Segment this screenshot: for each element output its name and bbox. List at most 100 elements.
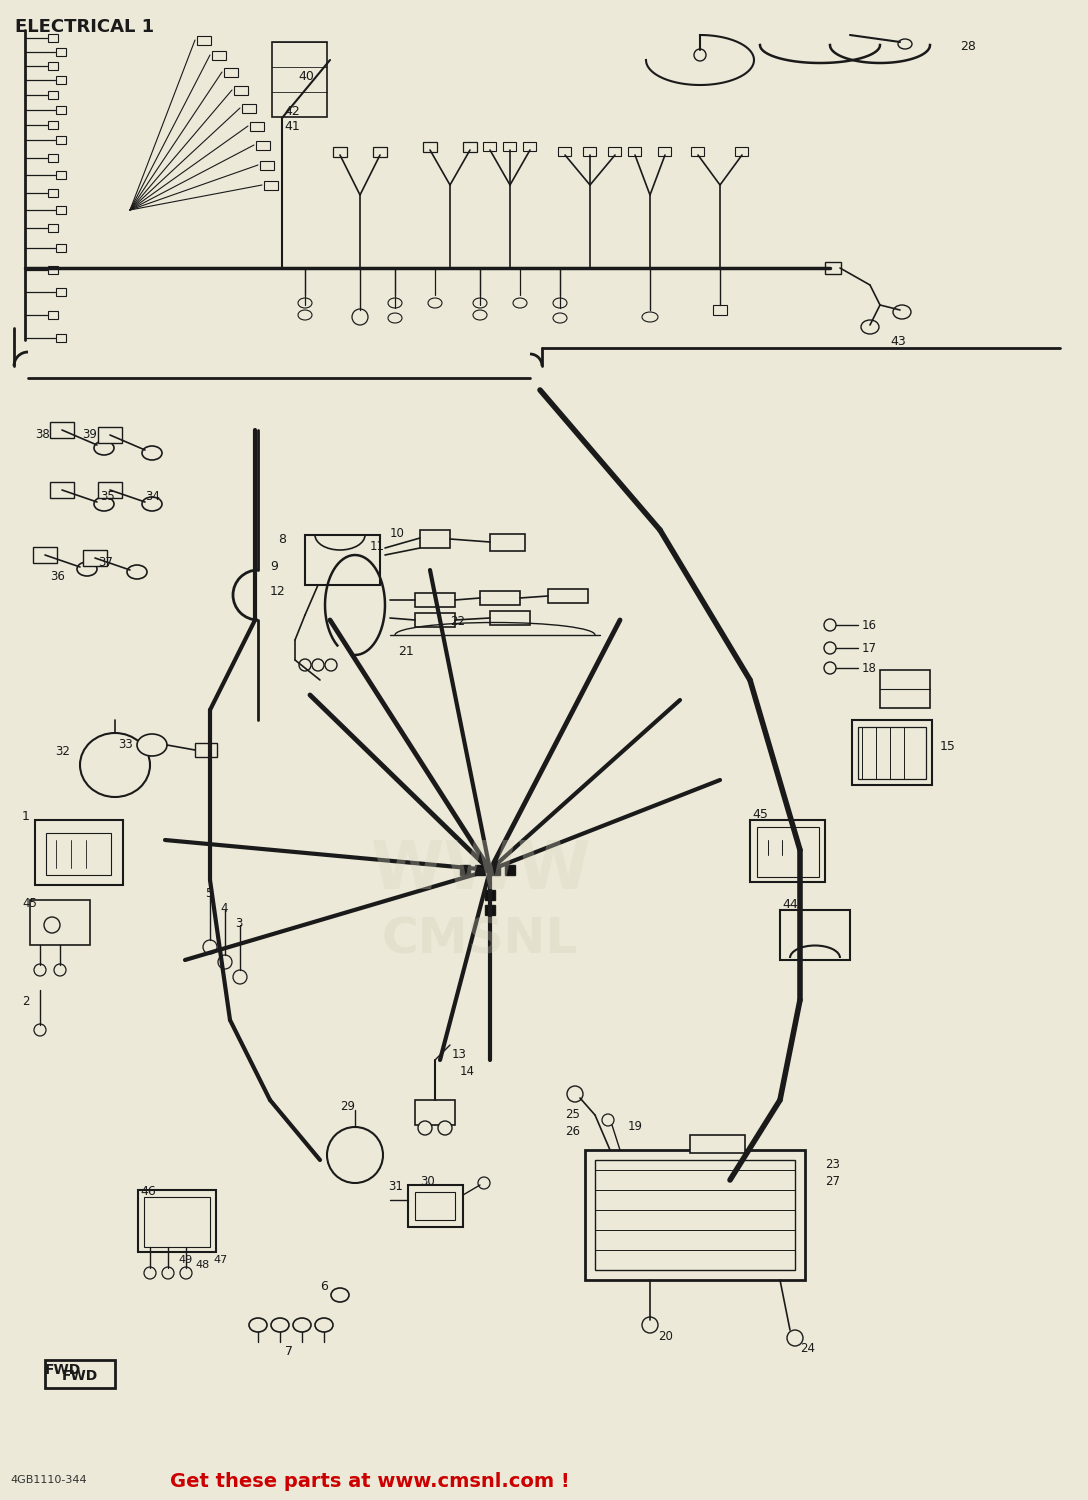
Bar [50, 422, 74, 438]
Text: 34: 34 [145, 490, 160, 502]
Bar [234, 86, 248, 94]
Bar [780, 910, 850, 960]
Bar [256, 141, 270, 150]
Bar [48, 310, 58, 320]
Text: 16: 16 [862, 620, 877, 632]
Text: 39: 39 [82, 427, 97, 441]
Text: 6: 6 [320, 1280, 327, 1293]
Ellipse shape [127, 566, 147, 579]
Ellipse shape [553, 298, 567, 307]
Ellipse shape [81, 734, 150, 796]
Ellipse shape [298, 310, 312, 320]
Ellipse shape [299, 658, 311, 670]
Bar [880, 670, 930, 708]
Text: 12: 12 [270, 585, 286, 598]
Text: 25: 25 [565, 1108, 580, 1120]
Bar [858, 728, 926, 778]
Text: 23: 23 [825, 1158, 840, 1172]
Bar [420, 530, 450, 548]
Text: 48: 48 [195, 1260, 209, 1270]
Bar [485, 890, 495, 900]
Text: 30: 30 [420, 1174, 435, 1188]
Ellipse shape [438, 1120, 452, 1136]
Text: 41: 41 [284, 120, 300, 134]
Bar [98, 482, 122, 498]
Text: 43: 43 [890, 334, 905, 348]
Bar [713, 304, 727, 315]
Bar [690, 1136, 745, 1154]
Bar [415, 614, 455, 627]
Text: 44: 44 [782, 898, 798, 910]
Text: 38: 38 [35, 427, 50, 441]
Bar [475, 865, 485, 874]
Bar [138, 1190, 217, 1252]
Ellipse shape [325, 658, 337, 670]
Ellipse shape [218, 956, 232, 969]
Text: 28: 28 [960, 40, 976, 53]
Text: 42: 42 [284, 105, 300, 118]
Ellipse shape [144, 1268, 156, 1280]
Text: CMSNL: CMSNL [382, 916, 578, 964]
Bar [98, 427, 122, 442]
Ellipse shape [602, 1114, 614, 1126]
Text: 33: 33 [118, 738, 133, 752]
Bar [415, 1192, 455, 1219]
Ellipse shape [293, 1318, 311, 1332]
Bar [523, 142, 536, 152]
Text: 20: 20 [658, 1330, 672, 1342]
Bar [490, 610, 530, 626]
Bar [757, 827, 819, 878]
Bar [224, 68, 238, 76]
Bar [144, 1197, 210, 1246]
Bar [305, 536, 380, 585]
Ellipse shape [694, 50, 706, 62]
Ellipse shape [861, 320, 879, 334]
Bar [503, 142, 516, 152]
Ellipse shape [271, 1318, 289, 1332]
Text: 37: 37 [98, 556, 113, 568]
Bar [415, 592, 455, 608]
Text: 40: 40 [298, 70, 313, 82]
Ellipse shape [203, 940, 217, 954]
Text: FWD: FWD [45, 1364, 82, 1377]
Ellipse shape [353, 309, 368, 326]
Ellipse shape [514, 298, 527, 307]
Bar [373, 147, 387, 158]
Bar [55, 171, 66, 178]
Ellipse shape [34, 964, 46, 976]
Text: 11: 11 [370, 540, 385, 554]
Text: WWW: WWW [370, 837, 591, 903]
Text: 21: 21 [398, 645, 413, 658]
Text: 8: 8 [279, 532, 286, 546]
Bar [242, 104, 256, 112]
Ellipse shape [473, 298, 487, 307]
Ellipse shape [298, 298, 312, 307]
Ellipse shape [233, 970, 247, 984]
Text: 19: 19 [628, 1120, 643, 1132]
Text: 10: 10 [390, 526, 405, 540]
Bar [691, 147, 704, 156]
Text: 29: 29 [339, 1100, 355, 1113]
Bar [55, 106, 66, 114]
Ellipse shape [824, 662, 836, 674]
Bar [608, 147, 621, 156]
Ellipse shape [327, 1126, 383, 1184]
Bar [55, 48, 66, 56]
Text: 15: 15 [940, 740, 956, 753]
Text: 24: 24 [800, 1342, 815, 1354]
Text: 46: 46 [140, 1185, 156, 1198]
Text: 9: 9 [270, 560, 277, 573]
Text: 17: 17 [862, 642, 877, 656]
Ellipse shape [553, 314, 567, 322]
Text: Get these parts at www.cmsnl.com !: Get these parts at www.cmsnl.com ! [170, 1472, 570, 1491]
Text: 47: 47 [213, 1256, 227, 1264]
Bar [628, 147, 641, 156]
Bar [658, 147, 671, 156]
Bar [595, 1160, 795, 1270]
Bar [55, 288, 66, 296]
Ellipse shape [331, 1288, 349, 1302]
Ellipse shape [180, 1268, 191, 1280]
Ellipse shape [137, 734, 166, 756]
Ellipse shape [34, 1024, 46, 1036]
Text: 4GB1110-344: 4GB1110-344 [10, 1474, 87, 1485]
